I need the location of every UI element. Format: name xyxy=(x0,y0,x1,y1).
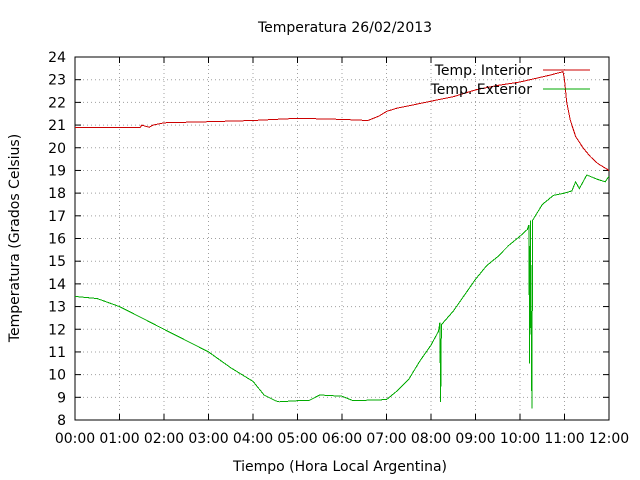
x-tick-label: 11:00 xyxy=(544,431,584,447)
y-tick-label: 8 xyxy=(57,413,66,429)
x-tick-label: 12:00 xyxy=(589,431,629,447)
x-tick-label: 04:00 xyxy=(233,431,273,447)
x-tick-label: 03:00 xyxy=(188,431,228,447)
y-tick-label: 18 xyxy=(48,186,66,202)
x-tick-label: 07:00 xyxy=(366,431,406,447)
y-tick-label: 22 xyxy=(48,95,66,111)
legend-label: Temp. Exterior xyxy=(430,82,533,98)
x-tick-label: 06:00 xyxy=(322,431,362,447)
y-axis-label: Temperatura (Grados Celsius) xyxy=(7,134,23,343)
x-tick-label: 09:00 xyxy=(455,431,495,447)
x-tick-label: 02:00 xyxy=(144,431,184,447)
y-tick-label: 12 xyxy=(48,322,66,338)
grid-lines xyxy=(75,57,609,420)
series-lines xyxy=(74,71,610,409)
x-tick-label: 08:00 xyxy=(411,431,451,447)
y-tick-label: 20 xyxy=(48,141,66,157)
x-tick-label: 00:00 xyxy=(55,431,95,447)
y-tick-label: 15 xyxy=(48,254,66,270)
y-tick-label: 17 xyxy=(48,209,66,225)
x-tick-label: 05:00 xyxy=(277,431,317,447)
y-tick-label: 14 xyxy=(48,277,66,293)
y-tick-label: 21 xyxy=(48,118,66,134)
x-axis-label: Tiempo (Hora Local Argentina) xyxy=(232,459,447,475)
legend: Temp. Interior Temp. Exterior xyxy=(430,63,590,98)
y-tick-label: 19 xyxy=(48,163,66,179)
y-tick-label: 11 xyxy=(48,345,66,361)
chart-title: Temperatura 26/02/2013 xyxy=(257,20,432,36)
axis-ticks: 8 9 10 11 12 13 14 15 16 17 18 19 20 21 22 23 24 00:00 01:… xyxy=(48,50,629,447)
series-line-interior xyxy=(75,71,610,171)
y-tick-label: 24 xyxy=(48,50,66,66)
x-tick-label: 01:00 xyxy=(99,431,139,447)
y-tick-label: 16 xyxy=(48,232,66,248)
y-tick-label: 10 xyxy=(48,368,66,384)
y-tick-label: 13 xyxy=(48,300,66,316)
y-tick-label: 23 xyxy=(48,73,66,89)
series-line-exterior xyxy=(74,174,610,409)
x-tick-label: 10:00 xyxy=(500,431,540,447)
legend-label: Temp. Interior xyxy=(434,63,533,79)
y-tick-label: 9 xyxy=(57,390,66,406)
